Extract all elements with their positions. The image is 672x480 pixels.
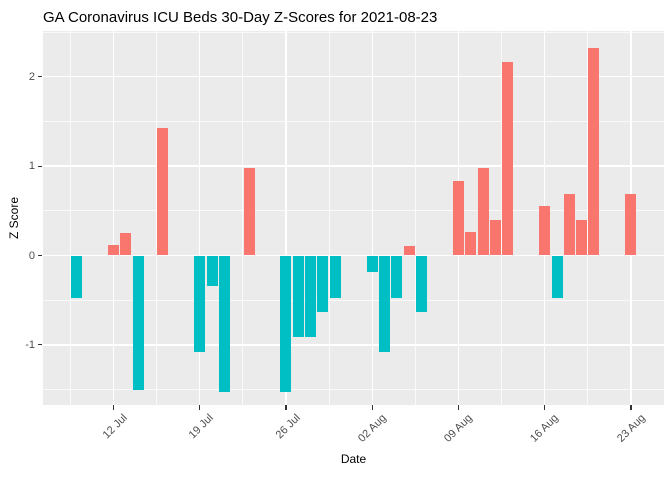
bar (465, 232, 477, 256)
h-gridline-major (43, 165, 664, 167)
bar (329, 255, 341, 299)
h-gridline-major (43, 254, 664, 257)
x-tick-label: 26 Jul (273, 412, 303, 442)
v-gridline-minor (69, 31, 71, 405)
bar (403, 245, 415, 256)
bar (452, 181, 464, 256)
x-axis-title: Date (340, 452, 367, 466)
bar (563, 193, 575, 256)
bar (416, 255, 427, 312)
bar (305, 255, 317, 337)
bar (539, 206, 551, 256)
y-axis-title: Z Score (7, 196, 21, 240)
bar (489, 219, 501, 256)
bar (477, 167, 489, 256)
x-tick-label: 02 Aug (356, 412, 389, 445)
y-tick-label: 2 (28, 70, 35, 83)
v-gridline-minor (156, 31, 158, 405)
v-gridline-major (285, 31, 287, 405)
bar (157, 127, 169, 256)
h-gridline-minor (43, 389, 664, 391)
v-gridline-minor (242, 31, 244, 405)
x-tick-mark (371, 405, 373, 410)
y-tick-mark (38, 344, 42, 346)
v-gridline-minor (414, 31, 416, 405)
bar (391, 255, 403, 299)
x-tick-label: 16 Aug (528, 412, 562, 445)
v-gridline-major (371, 31, 373, 405)
v-gridline-major (112, 31, 115, 405)
y-tick-mark (38, 165, 42, 167)
y-tick-mark (38, 254, 42, 257)
y-tick-label: 0 (28, 249, 35, 262)
x-tick-mark (630, 405, 632, 410)
x-tick-mark (457, 405, 460, 410)
bar (71, 255, 83, 299)
h-gridline-major (43, 344, 664, 346)
x-tick-mark (544, 405, 546, 410)
bar (379, 255, 391, 353)
bar (625, 193, 637, 256)
bar (132, 255, 144, 391)
y-tick-label: -1 (25, 338, 35, 351)
x-tick-label: 12 Jul (100, 412, 130, 442)
x-tick-mark (199, 405, 201, 410)
v-gridline-minor (587, 31, 589, 405)
x-tick-label: 23 Aug (614, 412, 648, 445)
h-gridline-minor (43, 299, 664, 301)
x-tick-label: 19 Jul (186, 412, 217, 442)
v-gridline-minor (328, 31, 330, 405)
chart-panel (43, 31, 664, 405)
bar (206, 255, 218, 286)
x-tick-mark (112, 405, 115, 410)
bar (108, 244, 119, 256)
bar (194, 255, 206, 353)
x-tick-label: 09 Aug (442, 412, 475, 445)
h-gridline-minor (43, 31, 664, 33)
y-tick-mark (38, 76, 42, 78)
plot-title: GA Coronavirus ICU Beds 30-Day Z-Scores … (43, 9, 438, 26)
y-tick-label: 1 (28, 160, 35, 173)
h-gridline-minor (43, 121, 664, 122)
bar (243, 167, 255, 256)
bar (280, 255, 292, 393)
v-gridline-major (199, 31, 201, 405)
x-tick-mark (285, 405, 287, 410)
bar (317, 255, 329, 312)
bar (120, 233, 132, 256)
bar (576, 219, 588, 256)
v-gridline-minor (501, 31, 503, 405)
bar (366, 255, 378, 273)
bar (218, 255, 230, 393)
h-gridline-minor (43, 210, 664, 212)
bar (551, 255, 563, 299)
bar (502, 62, 514, 256)
bar (292, 255, 304, 337)
h-gridline-major (43, 76, 664, 78)
bar (588, 48, 600, 256)
